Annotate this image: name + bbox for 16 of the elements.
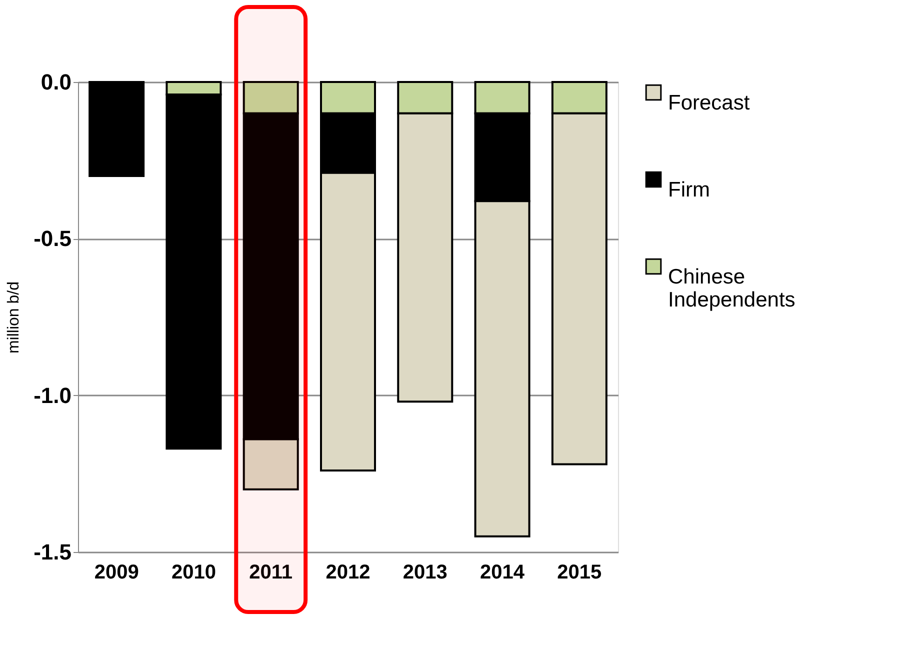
x-tick-label: 2014 (480, 562, 526, 584)
y-tick-label: 0.0 (40, 70, 72, 94)
x-tick-label: 2015 (557, 562, 602, 584)
legend-label: Forecast (668, 92, 750, 114)
x-tick-label: 2012 (326, 562, 370, 584)
bar (88, 81, 145, 177)
legend-label: Chinese Independents (668, 266, 796, 312)
y-tick-label: -0.5 (34, 226, 72, 252)
x-tick-label: 2010 (171, 562, 216, 584)
y-tick-label: -1.5 (34, 540, 72, 564)
legend-label: Firm (668, 178, 710, 202)
y-axis-title: million b/d (6, 281, 23, 354)
x-tick-label: 2011 (249, 562, 293, 584)
x-tick-label: 2013 (402, 562, 448, 584)
y-tick-label: -1.0 (34, 382, 72, 408)
x-tick-label: 2009 (94, 562, 139, 584)
